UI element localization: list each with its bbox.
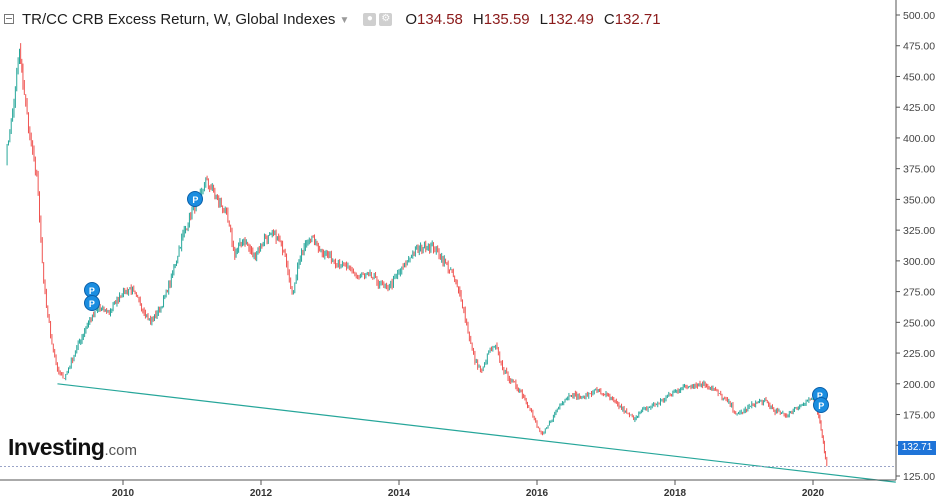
chart-header: TR/CC CRB Excess Return, W, Global Index… <box>4 8 661 30</box>
y-tick-label: 325.00 <box>903 225 935 237</box>
collapse-icon[interactable] <box>4 14 14 24</box>
last-price-tag: 132.71 <box>898 441 936 455</box>
y-tick-label: 200.00 <box>903 379 935 391</box>
ohlc-value: 132.71 <box>614 10 661 28</box>
y-tick-label: 275.00 <box>903 287 935 299</box>
ohlc-value: 132.49 <box>547 10 594 28</box>
y-tick-label: 500.00 <box>903 10 935 22</box>
y-tick-label: 375.00 <box>903 164 935 176</box>
chart-title: TR/CC CRB Excess Return, W, Global Index… <box>22 10 336 28</box>
ohlc-key: H <box>472 10 484 28</box>
x-tick-label: 2012 <box>250 488 273 499</box>
event-flag[interactable]: P <box>83 294 100 311</box>
ohlc-open: O134.58 <box>405 11 463 28</box>
ohlc-close: C132.71 <box>604 11 661 28</box>
ohlc-high: H135.59 <box>473 11 530 28</box>
y-tick-label: 300.00 <box>903 256 935 268</box>
visibility-toggle-icon[interactable]: ● <box>363 12 377 26</box>
ohlc-low: L132.49 <box>540 11 594 28</box>
ohlc-value: 135.59 <box>483 10 530 28</box>
event-flag[interactable]: P <box>813 396 830 413</box>
y-tick-label: 125.00 <box>903 471 935 483</box>
price-axis: 125.00150.00175.00200.00225.00250.00275.… <box>896 10 935 483</box>
chevron-down-icon[interactable]: ▼ <box>339 14 350 26</box>
settings-icon[interactable]: ⚙ <box>379 12 393 26</box>
logo-name: Investing <box>8 434 105 460</box>
y-tick-label: 400.00 <box>903 133 935 145</box>
x-tick-label: 2018 <box>664 488 687 499</box>
x-tick-label: 2016 <box>526 488 549 499</box>
time-axis: 2010 2012 2014 2016 2018 2020 <box>112 480 825 499</box>
ohlc-key: L <box>539 10 548 28</box>
y-tick-label: 175.00 <box>903 410 935 422</box>
y-tick-label: 250.00 <box>903 317 935 329</box>
event-flag[interactable]: P <box>187 191 204 208</box>
candles-layer <box>6 43 828 467</box>
trendline <box>57 383 896 483</box>
x-tick-label: 2014 <box>388 488 411 499</box>
x-tick-label: 2010 <box>112 488 135 499</box>
y-tick-label: 225.00 <box>903 348 935 360</box>
y-tick-label: 425.00 <box>903 102 935 114</box>
y-tick-label: 475.00 <box>903 41 935 53</box>
y-tick-label: 350.00 <box>903 194 935 206</box>
x-tick-label: 2020 <box>802 488 825 499</box>
ohlc-value: 134.58 <box>417 10 463 28</box>
investing-logo: Investing.com <box>8 434 137 461</box>
ohlc-key: O <box>405 10 418 28</box>
ohlc-key: C <box>603 10 615 28</box>
logo-suffix: .com <box>104 442 137 459</box>
y-tick-label: 450.00 <box>903 71 935 83</box>
